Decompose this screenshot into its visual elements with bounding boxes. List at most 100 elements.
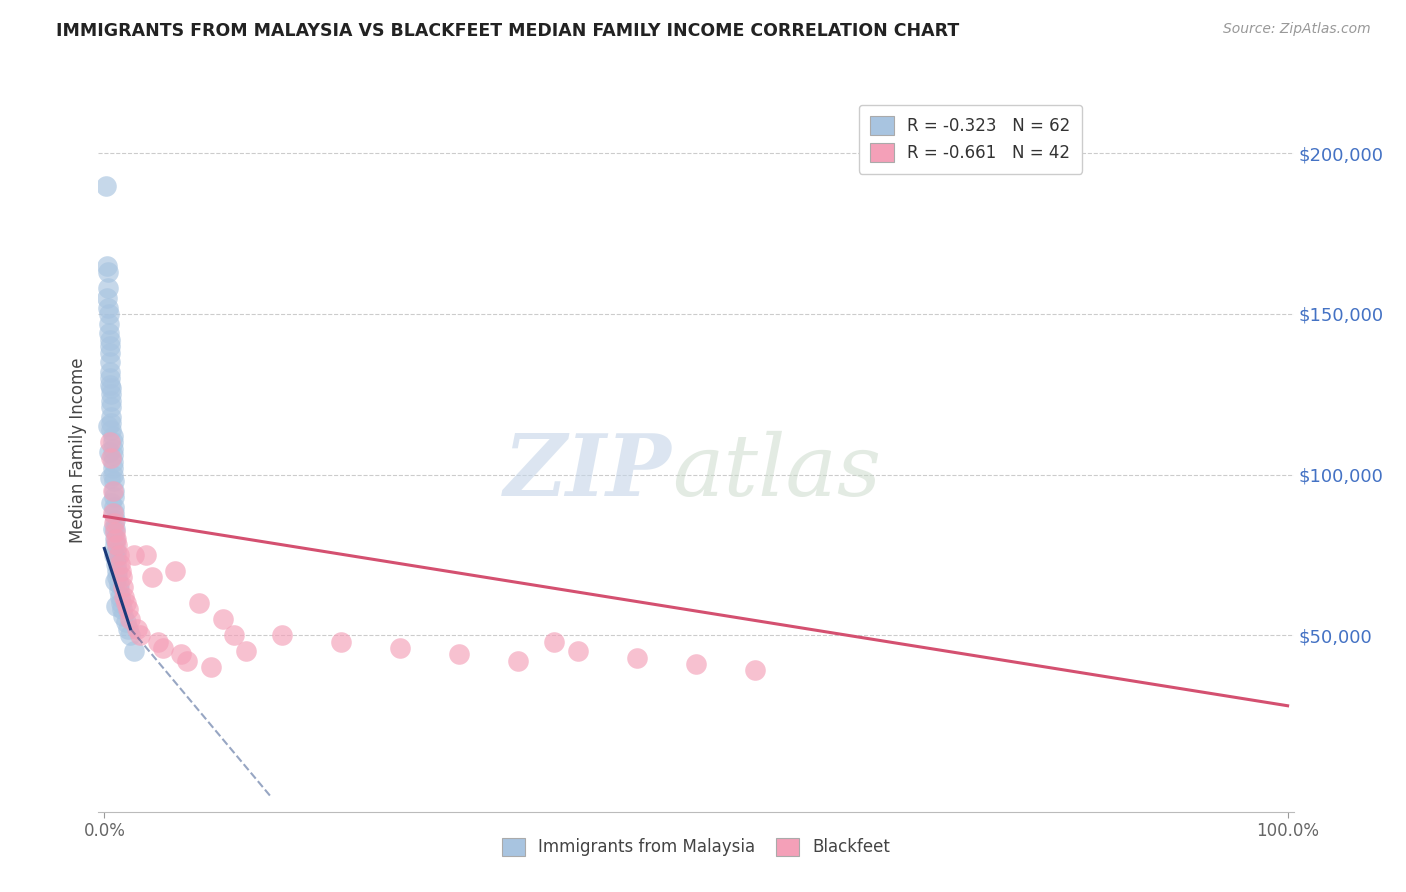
Point <box>200 660 222 674</box>
Point <box>100 496 122 510</box>
Point <box>98 339 121 353</box>
Point <box>108 590 131 604</box>
Point <box>112 580 135 594</box>
Point <box>105 538 128 552</box>
Point <box>165 564 187 578</box>
Point <box>110 564 132 578</box>
Text: IMMIGRANTS FROM MALAYSIA VS BLACKFEET MEDIAN FAMILY INCOME CORRELATION CHART: IMMIGRANTS FROM MALAYSIA VS BLACKFEET ME… <box>56 22 959 40</box>
Point <box>449 648 471 662</box>
Point <box>100 451 122 466</box>
Point <box>110 596 132 610</box>
Point <box>211 612 233 626</box>
Point <box>100 409 122 424</box>
Point <box>188 596 211 610</box>
Point <box>104 525 127 540</box>
Point <box>101 506 124 520</box>
Point <box>508 654 530 668</box>
Point <box>98 365 121 379</box>
Point <box>626 650 648 665</box>
Text: ZIP: ZIP <box>505 430 672 514</box>
Point <box>105 551 128 566</box>
Point <box>98 326 121 341</box>
Point <box>98 333 121 347</box>
Point <box>146 634 169 648</box>
Point <box>330 634 353 648</box>
Point <box>97 281 120 295</box>
Point <box>127 622 149 636</box>
Point <box>224 628 246 642</box>
Point <box>105 532 128 546</box>
Point <box>103 500 125 514</box>
Point <box>105 564 128 578</box>
Point <box>105 558 128 572</box>
Point <box>97 265 120 279</box>
Point <box>98 317 121 331</box>
Point <box>104 574 127 588</box>
Point <box>176 654 198 668</box>
Point <box>103 548 125 562</box>
Point <box>104 538 127 552</box>
Point <box>101 429 124 443</box>
Point <box>98 377 121 392</box>
Point <box>101 435 124 450</box>
Point <box>107 583 129 598</box>
Point <box>104 532 127 546</box>
Point <box>100 381 122 395</box>
Point <box>114 590 136 604</box>
Point <box>389 640 412 655</box>
Point <box>111 570 134 584</box>
Text: atlas: atlas <box>672 431 882 514</box>
Point <box>104 522 127 536</box>
Point <box>98 471 121 485</box>
Point <box>101 448 124 462</box>
Point <box>101 483 124 498</box>
Text: Source: ZipAtlas.com: Source: ZipAtlas.com <box>1223 22 1371 37</box>
Point <box>100 400 122 414</box>
Point <box>103 483 125 498</box>
Point <box>101 467 124 482</box>
Point <box>97 419 120 434</box>
Point <box>98 445 121 459</box>
Point <box>100 387 122 401</box>
Point <box>100 423 122 437</box>
Point <box>105 599 128 614</box>
Point <box>114 615 136 630</box>
Point <box>685 657 707 671</box>
Point <box>122 548 145 562</box>
Legend: Immigrants from Malaysia, Blackfeet: Immigrants from Malaysia, Blackfeet <box>494 830 898 865</box>
Point <box>112 608 135 623</box>
Point <box>270 628 292 642</box>
Point <box>103 474 125 488</box>
Point <box>128 628 150 642</box>
Point <box>567 644 589 658</box>
Point <box>117 602 139 616</box>
Point <box>235 644 257 658</box>
Point <box>152 640 174 655</box>
Point <box>98 355 121 369</box>
Point <box>543 634 565 648</box>
Point <box>96 259 118 273</box>
Y-axis label: Median Family Income: Median Family Income <box>69 358 87 543</box>
Point <box>107 548 129 562</box>
Point <box>97 301 120 315</box>
Point <box>101 522 124 536</box>
Point <box>104 512 127 526</box>
Point <box>107 576 129 591</box>
Point <box>103 490 125 504</box>
Point <box>96 291 118 305</box>
Point <box>98 435 121 450</box>
Point <box>98 307 121 321</box>
Point <box>111 602 134 616</box>
Point <box>105 570 128 584</box>
Point <box>101 461 124 475</box>
Point <box>141 570 163 584</box>
Point <box>101 442 124 456</box>
Point <box>103 516 125 530</box>
Point <box>94 178 117 193</box>
Point <box>135 548 157 562</box>
Point <box>120 612 142 626</box>
Point <box>117 622 139 636</box>
Point <box>114 596 136 610</box>
Point <box>105 544 128 558</box>
Point <box>100 393 122 408</box>
